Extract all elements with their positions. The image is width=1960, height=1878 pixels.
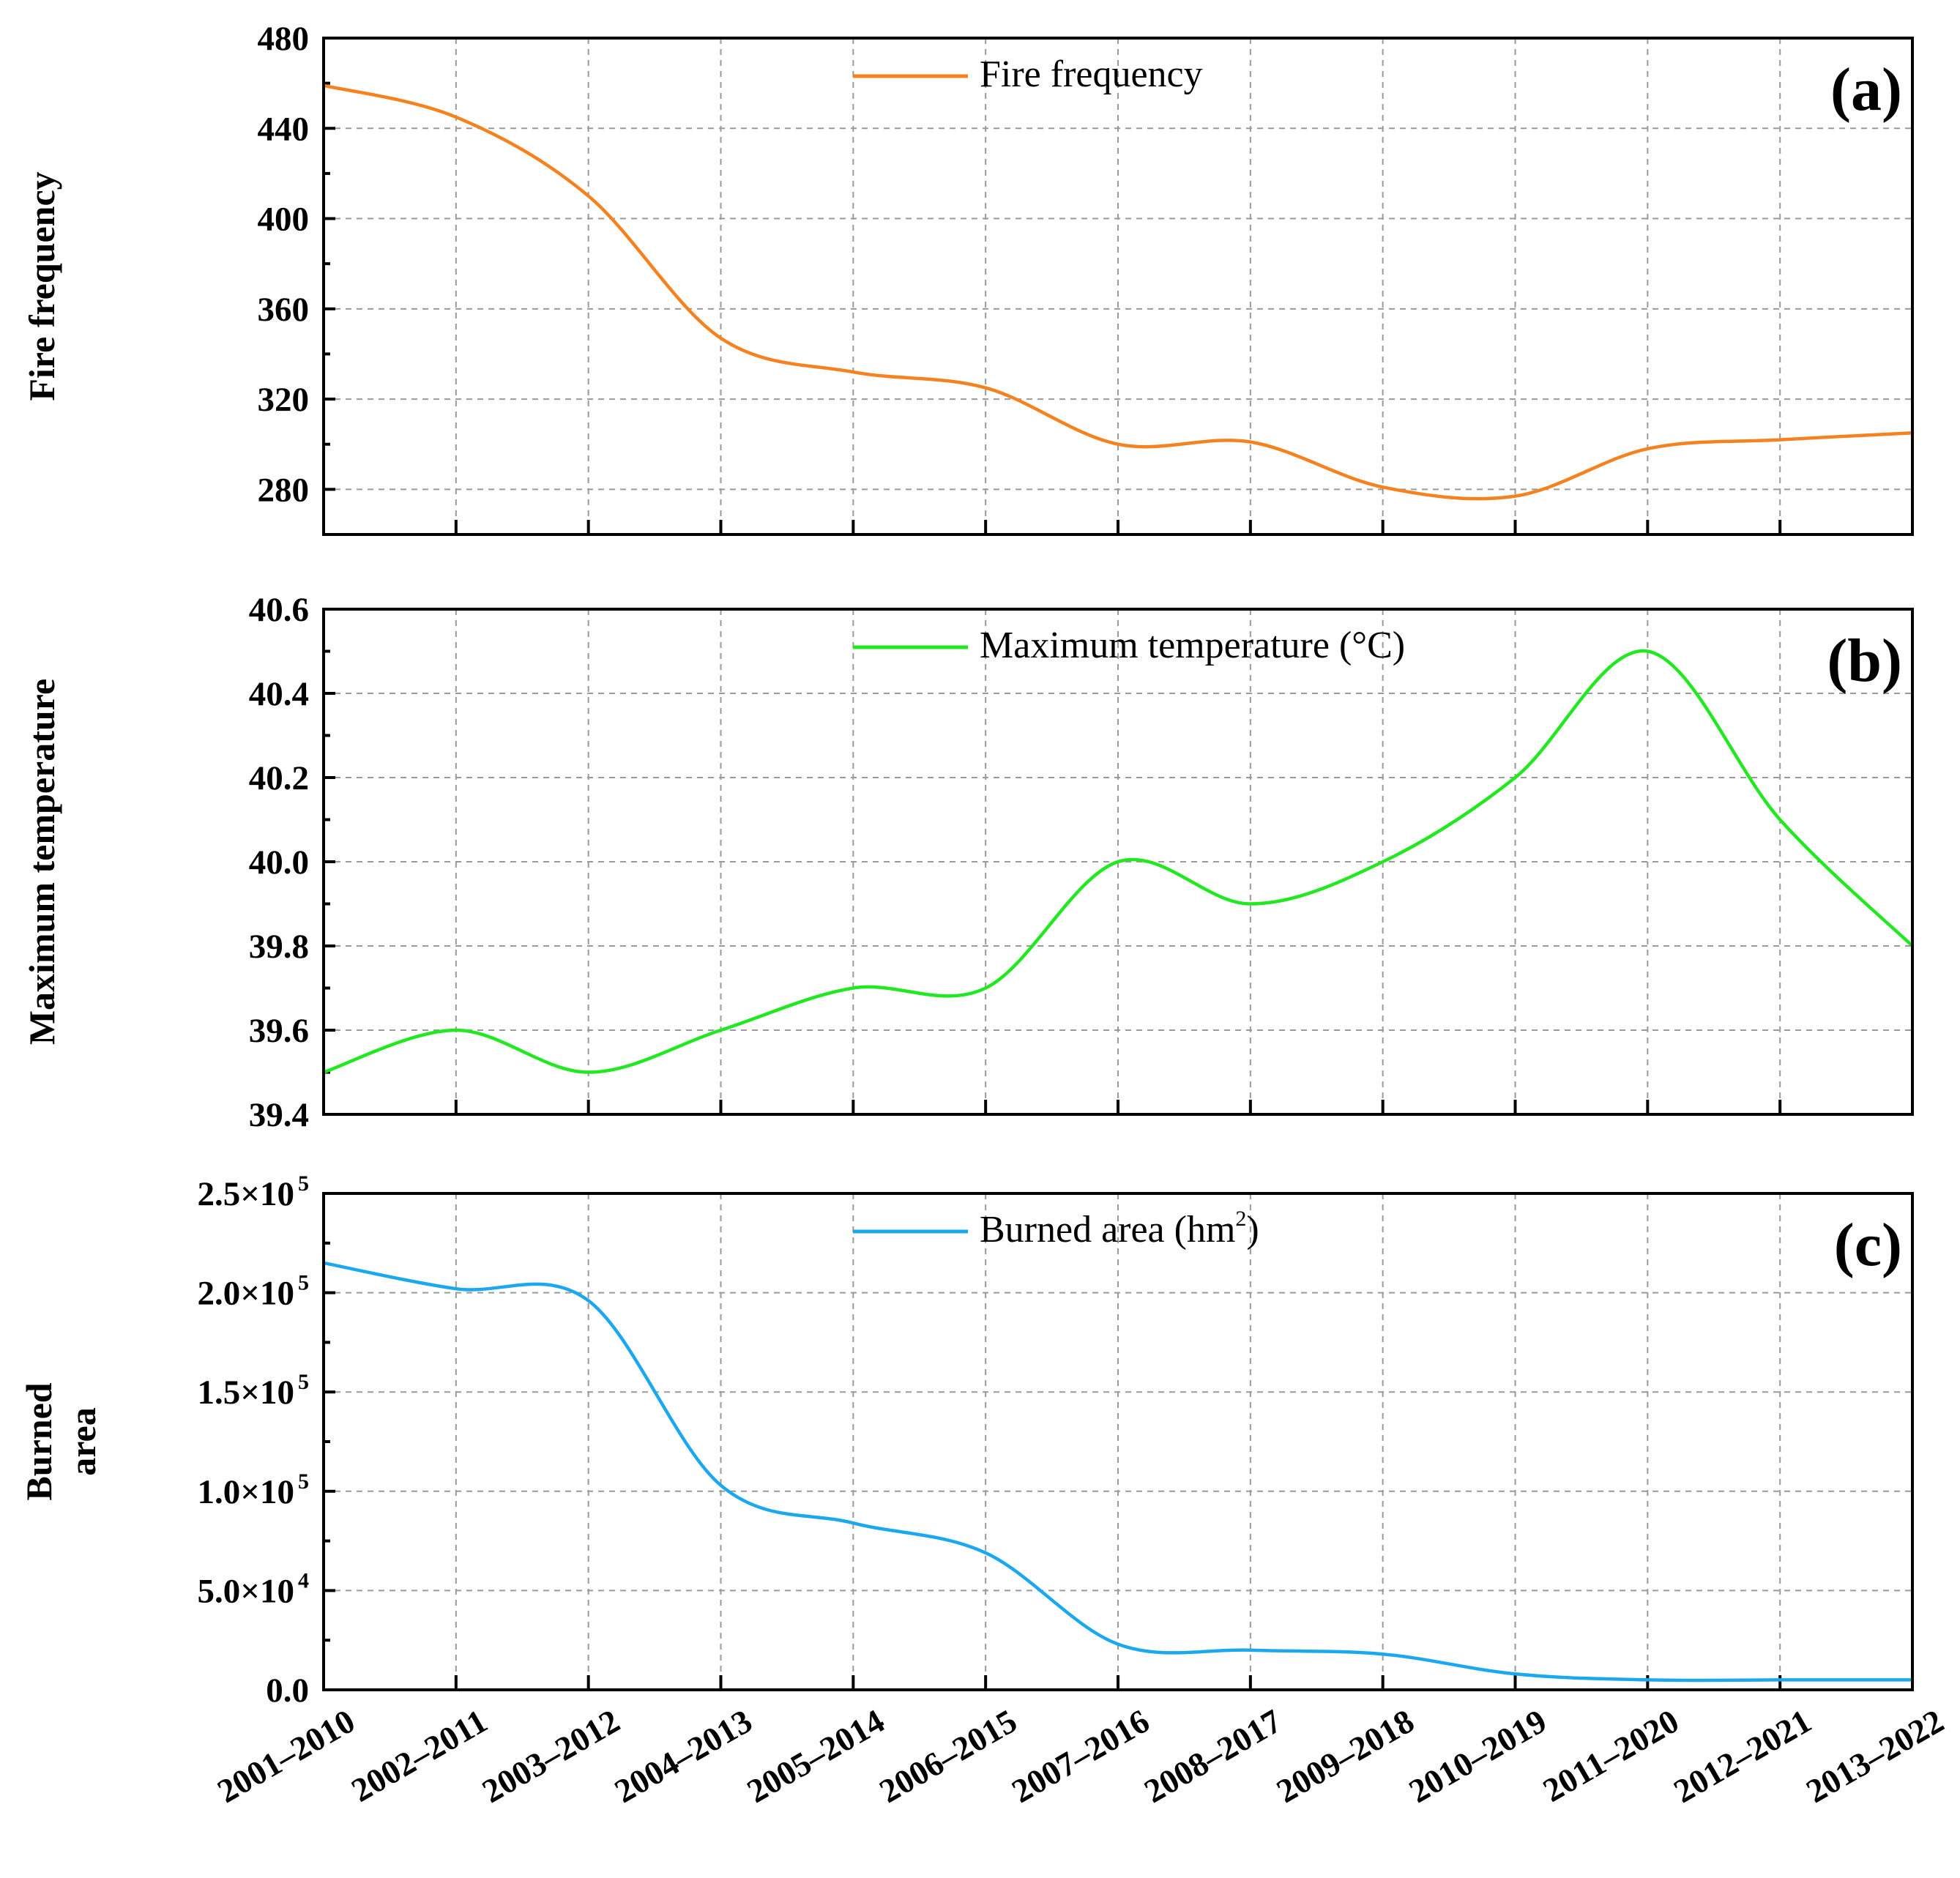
legend-label: Maximum temperature (°C) [980, 625, 1405, 666]
series-line [321, 1261, 1915, 1683]
y-tick-label: 39.8 [249, 928, 309, 966]
y-tick-label: 40.0 [249, 843, 309, 882]
y-tick-exponent: 5 [298, 1370, 309, 1394]
y-axis-title: area [62, 1407, 103, 1475]
y-axis-title: Fire frequency [21, 171, 62, 400]
panel-b: 39.4 39.6 39.8 40.0 40.2 40.4 40.6 Maximum temp… [21, 591, 1915, 1134]
x-tick-label: 2010–2019 [1403, 1702, 1553, 1810]
y-tick-label: 280 [258, 471, 310, 509]
legend-label: Burned area (hm2) [980, 1207, 1259, 1251]
x-tick-label: 2006–2015 [873, 1702, 1023, 1810]
x-tick-label: 2005–2014 [741, 1702, 891, 1810]
y-tick-label: 360 [258, 291, 310, 329]
plot-frame [322, 608, 1914, 1116]
y-axis-title: Maximum temperature [21, 679, 62, 1045]
panel-label: (a) [1830, 56, 1902, 124]
y-tick-label: 0.0 [266, 1672, 309, 1710]
panel-a: 280 320 360 400 440 480 Fire frequency (a) Fire … [21, 20, 1915, 536]
x-tick-label: 2003–2012 [476, 1702, 626, 1810]
y-tick-label: 39.6 [249, 1012, 309, 1050]
y-tick-exponent: 5 [298, 1271, 309, 1295]
y-tick-label: 39.4 [249, 1096, 309, 1134]
x-tick-label: 2007–2016 [1005, 1702, 1155, 1810]
y-tick-label: 40.2 [249, 759, 309, 797]
y-tick-label: 1.5×10 [197, 1374, 294, 1412]
panel-label: (b) [1827, 627, 1902, 695]
x-tick-label: 2001–2010 [211, 1702, 361, 1810]
y-tick-label: 440 [258, 110, 310, 148]
x-tick-label: 2002–2011 [345, 1702, 493, 1808]
x-tick-label: 2009–2018 [1270, 1702, 1420, 1810]
y-tick-label: 480 [258, 20, 310, 58]
x-tick-label: 2012–2021 [1667, 1702, 1817, 1810]
y-tick-exponent: 5 [298, 1469, 309, 1494]
y-tick-label: 40.6 [249, 591, 309, 629]
plot-frame [322, 37, 1914, 536]
y-tick-label: 40.4 [249, 675, 309, 713]
panel-label: (c) [1834, 1211, 1902, 1279]
y-tick-exponent: 5 [298, 1171, 309, 1196]
y-tick-exponent: 4 [298, 1568, 309, 1592]
legend-label: Fire frequency [980, 53, 1203, 95]
y-tick-label: 1.0×10 [197, 1473, 294, 1511]
series-line [321, 649, 1915, 1074]
y-tick-label: 320 [258, 381, 310, 419]
x-tick-label: 2013–2022 [1800, 1702, 1950, 1810]
x-tick-label: 2011–2020 [1537, 1702, 1685, 1808]
y-axis-title: Burned [18, 1382, 59, 1500]
y-tick-label: 400 [258, 201, 310, 239]
y-tick-label: 2.0×10 [197, 1275, 294, 1313]
y-tick-label: 5.0×10 [197, 1572, 294, 1610]
panel-c: 0.05.0×10 41.0×10 51.5×10 52.0×10 52.5×10 5Bu… [18, 1171, 1950, 1810]
plot-frame [322, 1192, 1914, 1691]
series-line [321, 83, 1915, 501]
x-tick-label: 2004–2013 [608, 1702, 759, 1810]
x-tick-label: 2008–2017 [1138, 1702, 1288, 1810]
y-tick-label: 2.5×10 [197, 1175, 294, 1213]
